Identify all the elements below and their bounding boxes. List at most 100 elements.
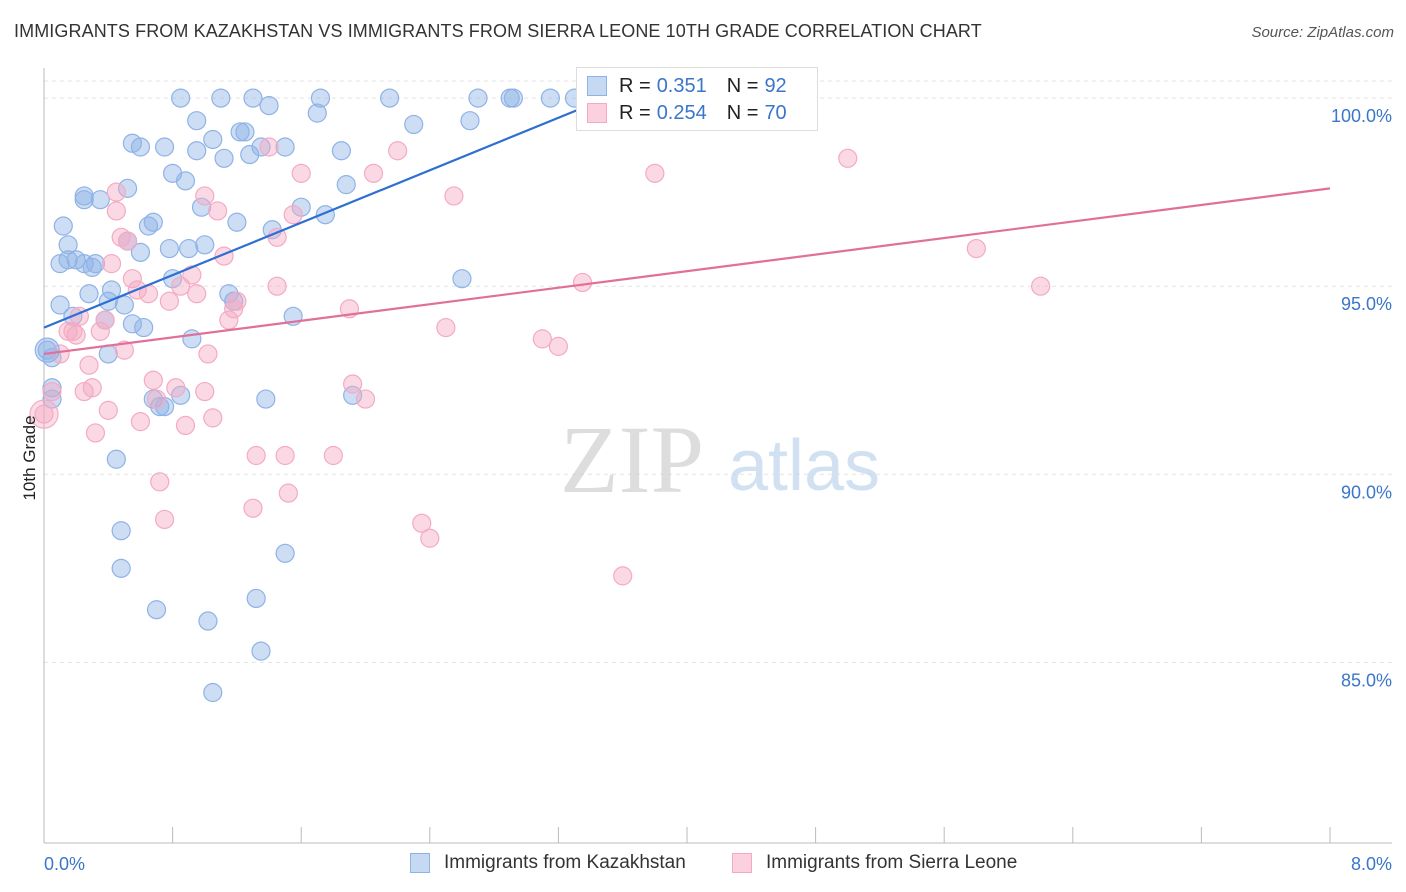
kazakhstan-point bbox=[198, 611, 218, 631]
kazakhstan-point bbox=[175, 171, 196, 191]
y-axis-label: 10th Grade bbox=[20, 415, 39, 501]
kazakhstan-point bbox=[230, 122, 250, 142]
legend-n-label: N = bbox=[726, 101, 759, 124]
x-tick-label: 0.0% bbox=[44, 854, 85, 874]
sierra-leone-trend-line bbox=[43, 187, 1331, 356]
kazakhstan-point bbox=[540, 88, 560, 108]
x-tick-labels: 0.0% 8.0% bbox=[44, 854, 1392, 874]
legend-n-value: 92 bbox=[764, 74, 787, 97]
y-tick-label: 90.0% bbox=[1341, 482, 1392, 502]
sierra-leone-point bbox=[29, 399, 59, 429]
kazakhstan-point bbox=[275, 543, 295, 563]
chart-title: IMMIGRANTS FROM KAZAKHSTAN VS IMMIGRANTS… bbox=[14, 21, 982, 41]
sierra-leone-point bbox=[42, 381, 62, 402]
y-tick-labels: 85.0% 90.0% 95.0% 100.0% bbox=[1331, 106, 1392, 690]
sierra-leone-point bbox=[198, 344, 218, 364]
correlation-legend: R = 0.351 N = 92 R = 0.254 N = 70 bbox=[576, 67, 818, 131]
kazakhstan-point bbox=[307, 103, 327, 123]
sierra-leone-point bbox=[90, 321, 110, 341]
watermark-atlas: atlas bbox=[728, 426, 880, 506]
sierra-leone-point bbox=[159, 291, 179, 311]
kazakhstan-point bbox=[50, 295, 70, 315]
sierra-leone-point bbox=[355, 389, 376, 409]
sierra-leone-point bbox=[227, 291, 247, 311]
kazakhstan-point bbox=[460, 111, 480, 131]
sierra-leone-point bbox=[150, 472, 170, 492]
sierra-leone-point bbox=[106, 201, 126, 221]
kazakhstan-point bbox=[503, 88, 523, 108]
kazakhstan-point bbox=[243, 88, 263, 108]
kazakhstan-point bbox=[111, 521, 131, 541]
sierra-leone-point bbox=[572, 272, 593, 293]
data-points bbox=[29, 88, 1051, 703]
sierra-leone-point bbox=[532, 329, 552, 349]
sierra-leone-point bbox=[166, 378, 186, 398]
kazakhstan-point bbox=[53, 216, 73, 236]
kazakhstan-point bbox=[259, 96, 279, 116]
sierra-leone-point bbox=[175, 415, 196, 436]
legend-row-kazakhstan: R = 0.351 N = 92 bbox=[587, 74, 807, 98]
trend-lines bbox=[43, 97, 1331, 356]
kazakhstan-point bbox=[171, 88, 191, 108]
legend-r-label: R = bbox=[619, 101, 651, 124]
kazakhstan-trend-line bbox=[43, 97, 608, 329]
sierra-leone-point bbox=[267, 276, 287, 296]
x-tick-label: 8.0% bbox=[1351, 854, 1392, 874]
sierra-leone-point bbox=[1031, 276, 1051, 296]
kazakhstan-point bbox=[122, 314, 143, 334]
sierra-leone-point bbox=[436, 317, 456, 338]
kazakhstan-point bbox=[85, 254, 106, 274]
kazakhstan-point bbox=[130, 137, 151, 157]
kazakhstan-point bbox=[187, 141, 207, 161]
legend-label-sierra-leone: Immigrants from Sierra Leone bbox=[766, 852, 1018, 873]
sierra-leone-point bbox=[195, 186, 215, 206]
kazakhstan-point bbox=[98, 344, 118, 364]
kazakhstan-point bbox=[79, 284, 99, 304]
sierra-leone-point bbox=[195, 381, 215, 402]
legend-swatch-sierra-leone bbox=[732, 853, 752, 873]
kazakhstan-point bbox=[251, 137, 271, 157]
sierra-leone-point bbox=[98, 400, 118, 420]
sierra-leone-point bbox=[143, 370, 163, 390]
sierra-leone-point bbox=[182, 265, 202, 285]
kazakhstan-point bbox=[310, 88, 331, 108]
kazakhstan-point bbox=[468, 88, 488, 108]
kazakhstan-point bbox=[235, 122, 255, 142]
sierra-leone-point bbox=[95, 310, 115, 330]
kazakhstan-point bbox=[227, 212, 247, 232]
sierra-leone-point bbox=[259, 137, 279, 157]
kazakhstan-point bbox=[130, 242, 151, 262]
sierra-leone-point bbox=[154, 509, 175, 530]
kazakhstan-point bbox=[187, 111, 207, 131]
kazakhstan-point bbox=[117, 178, 138, 198]
kazakhstan-point bbox=[203, 129, 223, 150]
kazakhstan-point bbox=[203, 682, 223, 703]
sierra-leone-point bbox=[79, 355, 99, 375]
legend-n-value: 70 bbox=[764, 101, 787, 124]
kazakhstan-point bbox=[291, 197, 311, 217]
kazakhstan-point bbox=[179, 238, 199, 259]
kazakhstan-point bbox=[251, 641, 271, 661]
y-tick-label: 95.0% bbox=[1341, 294, 1392, 314]
kazakhstan-point bbox=[246, 588, 266, 609]
sierra-leone-point bbox=[85, 423, 106, 443]
sierra-leone-point bbox=[130, 412, 151, 432]
sierra-leone-point bbox=[246, 445, 266, 466]
sierra-leone-point bbox=[548, 336, 569, 356]
kazakhstan-point bbox=[101, 280, 122, 300]
sierra-leone-point bbox=[146, 389, 167, 409]
kazakhstan-point bbox=[143, 212, 163, 232]
sierra-leone-point bbox=[34, 404, 54, 424]
kazakhstan-point bbox=[34, 337, 60, 363]
legend-swatch-sierra-leone bbox=[587, 103, 607, 123]
sierra-leone-point bbox=[283, 205, 303, 225]
sierra-leone-point bbox=[122, 269, 143, 289]
kazakhstan-point bbox=[195, 235, 215, 255]
legend-r-label: R = bbox=[619, 74, 651, 97]
sierra-leone-point bbox=[363, 163, 384, 183]
kazakhstan-point bbox=[111, 558, 131, 578]
sierra-leone-point bbox=[66, 325, 86, 345]
kazakhstan-point bbox=[154, 137, 175, 157]
kazakhstan-point bbox=[343, 385, 363, 405]
